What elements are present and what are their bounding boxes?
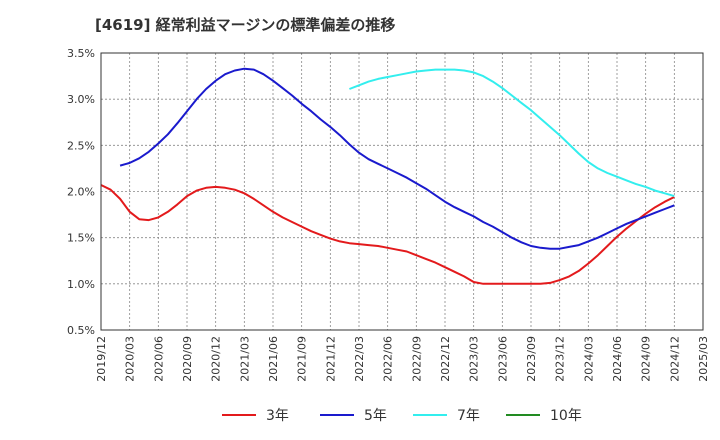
x-tick-label: 2022/06	[382, 336, 395, 382]
legend-label: 5年	[364, 408, 387, 424]
x-tick-label: 2023/12	[554, 336, 567, 382]
x-tick-label: 2020/09	[181, 336, 194, 382]
legend-item: 10年	[506, 402, 582, 428]
y-tick-label: 1.5%	[67, 232, 95, 245]
legend-item: 5年	[320, 402, 387, 428]
x-tick-label: 2023/03	[468, 336, 481, 382]
series-line-3	[349, 68, 675, 198]
x-tick-label: 2020/12	[210, 336, 223, 382]
chart-title: [4619] 経常利益マージンの標準偏差の推移	[95, 16, 396, 34]
legend-item: 3年	[222, 402, 289, 428]
x-tick-label: 2023/06	[496, 336, 509, 382]
x-tick-label: 2024/03	[582, 336, 595, 382]
x-axis-ticks: 2019/12 2020/03 2020/06 2020/09 2020/12 2021/…	[95, 336, 710, 382]
series-line-1	[100, 184, 675, 285]
chart-legend: 3年 5年 7年 10年	[0, 402, 720, 428]
y-tick-label: 3.5%	[67, 47, 95, 60]
x-tick-label: 2023/09	[525, 336, 538, 382]
legend-label: 3年	[266, 408, 289, 424]
grid-layer	[100, 52, 704, 331]
x-tick-label: 2024/12	[668, 336, 681, 382]
x-tick-label: 2022/09	[410, 336, 423, 382]
x-tick-label: 2022/12	[439, 336, 452, 382]
x-tick-label: 2024/09	[640, 336, 653, 382]
legend-swatch	[320, 414, 354, 416]
x-tick-label: 2021/06	[267, 336, 280, 382]
x-tick-label: 2025/03	[697, 336, 710, 382]
legend-swatch	[222, 414, 256, 416]
x-tick-label: 2021/09	[296, 336, 309, 382]
x-tick-label: 2020/03	[124, 336, 137, 382]
x-tick-label: 2019/12	[95, 336, 108, 382]
legend-swatch	[506, 414, 540, 416]
legend-item: 7年	[413, 402, 480, 428]
x-tick-label: 2021/03	[238, 336, 251, 382]
y-tick-label: 3.0%	[67, 93, 95, 106]
legend-label: 10年	[550, 408, 582, 424]
y-tick-label: 2.5%	[67, 139, 95, 152]
y-tick-label: 1.0%	[67, 278, 95, 291]
plot-frame	[100, 52, 704, 331]
x-tick-label: 2024/06	[611, 336, 624, 382]
series-layer	[100, 67, 675, 285]
legend-swatch	[413, 414, 447, 416]
x-tick-label: 2022/03	[353, 336, 366, 382]
y-tick-label: 0.5%	[67, 324, 95, 337]
series-line-2	[119, 67, 675, 250]
y-tick-label: 2.0%	[67, 186, 95, 199]
y-axis-ticks: 0.5% 1.0% 1.5% 2.0% 2.5% 3.0% 3.5%	[67, 47, 95, 337]
x-tick-label: 2021/12	[324, 336, 337, 382]
x-tick-label: 2020/06	[152, 336, 165, 382]
legend-label: 7年	[457, 408, 480, 424]
